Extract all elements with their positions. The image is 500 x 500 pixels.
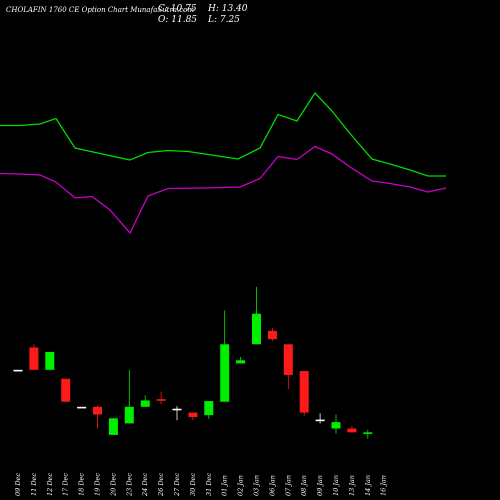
candle-body [93, 406, 102, 415]
candle [283, 344, 293, 389]
candle-body [204, 401, 214, 416]
candle-body [124, 406, 134, 424]
x-tick-label: 24 Dec [141, 473, 149, 497]
candle [124, 369, 134, 424]
candle-body [77, 406, 87, 409]
x-axis: 09 Dec 11 Dec 12 Dec 17 Dec 18 Dec 19 Dec 20 D… [14, 473, 388, 497]
candle [331, 414, 341, 434]
candle-body [61, 378, 71, 402]
candle-body [236, 360, 246, 364]
x-tick-label: 31 Dec [205, 473, 213, 496]
x-tick-label: 23 Dec [125, 473, 133, 497]
x-tick-label: 02 Jan [237, 475, 245, 496]
x-tick-label: 10 Jan [332, 475, 340, 496]
candle [108, 418, 118, 435]
moving-average-layer [0, 91, 447, 235]
x-tick-label: 30 Dec [189, 473, 197, 496]
x-tick-label: 08 Jan [300, 475, 308, 496]
candle [29, 344, 39, 370]
candle-body [29, 347, 39, 370]
candle [61, 378, 71, 402]
open-value: O: 11.85 [158, 15, 198, 25]
candle-body [172, 408, 182, 411]
moving-average-magenta [0, 145, 447, 235]
candle [363, 429, 373, 439]
candle [45, 351, 55, 370]
candle-body [140, 400, 150, 407]
candle [188, 412, 198, 421]
x-tick-label: 09 Dec [14, 473, 22, 496]
candle-body [13, 369, 23, 372]
x-tick-label: 06 Jan [268, 475, 276, 496]
x-tick-label: 16 Jan [380, 475, 388, 496]
x-tick-label: 26 Dec [157, 473, 165, 497]
candle-body [347, 428, 357, 433]
candle [267, 328, 277, 342]
candle-body [188, 412, 198, 418]
candle [93, 405, 102, 429]
candle [204, 401, 214, 419]
x-tick-label: 12 Dec [46, 473, 54, 496]
candle-body [299, 371, 309, 413]
x-tick-label: 03 Jan [253, 475, 261, 496]
candle-body [156, 399, 166, 401]
close-value: C: 10.75 [158, 4, 197, 14]
x-tick-label: 17 Dec [62, 473, 70, 496]
high-value: H: 13.40 [208, 4, 248, 14]
x-tick-label: 19 Dec [94, 473, 102, 496]
candles-layer [13, 286, 373, 439]
candle [299, 371, 309, 416]
candle [220, 310, 230, 402]
candle-body [315, 419, 325, 422]
candle [13, 369, 23, 372]
x-tick-label: 20 Dec [109, 473, 117, 497]
candle-body [363, 432, 373, 434]
candle-body [45, 351, 55, 370]
candle [347, 425, 357, 433]
x-tick-label: 11 Dec [30, 473, 38, 496]
candle-body [252, 313, 261, 345]
x-tick-label: 07 Jan [284, 475, 292, 496]
candle [172, 406, 182, 421]
candle [252, 286, 261, 345]
candle-body [220, 344, 230, 402]
candle [236, 357, 246, 364]
candle-body [283, 344, 293, 375]
candle-body [267, 330, 277, 340]
candle [77, 406, 87, 409]
candle [156, 391, 166, 405]
x-tick-label: 18 Dec [78, 473, 86, 496]
x-tick-label: 27 Dec [173, 473, 181, 497]
candle [315, 413, 325, 424]
candle [140, 395, 150, 407]
low-value: L: 7.25 [208, 15, 240, 25]
x-tick-label: 09 Jan [316, 475, 324, 496]
candle-body [331, 422, 341, 429]
x-tick-label: 14 Jan [364, 475, 372, 496]
chart-title: CHOLAFIN 1760 CE Option Chart MunafaSutr… [6, 6, 195, 14]
x-tick-label: 13 Jan [348, 475, 356, 496]
x-tick-label: 01 Jan [221, 475, 229, 496]
moving-average-green [0, 91, 446, 177]
candle-body [108, 418, 118, 435]
